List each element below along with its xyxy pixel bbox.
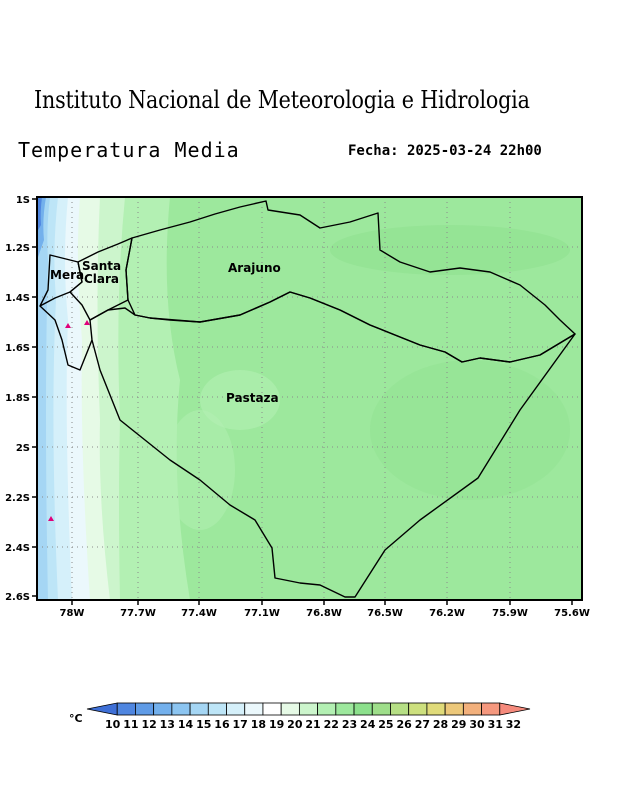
map-frame: [36, 196, 583, 601]
colorbar-swatch: [499, 702, 531, 716]
colorbar-label: 13: [160, 718, 175, 731]
colorbar-segments: [86, 702, 531, 716]
colorbar-label: 22: [324, 718, 339, 731]
colorbar-swatch: [226, 702, 246, 716]
variable-title: Temperatura Media: [18, 138, 240, 162]
colorbar-unit: °C: [69, 712, 83, 725]
colorbar-swatch: [262, 702, 282, 716]
colorbar-swatch: [335, 702, 355, 716]
lat-tick-label: 1.2S: [5, 243, 30, 254]
colorbar-label: 11: [123, 718, 138, 731]
station-markers: [48, 320, 90, 521]
lon-tick-label: 76.8W: [306, 608, 342, 619]
lat-tick-label: 2.4S: [5, 543, 30, 554]
colorbar-swatch: [244, 702, 264, 716]
colorbar-label: 18: [251, 718, 266, 731]
colorbar-swatch: [207, 702, 227, 716]
colorbar-swatch: [171, 702, 191, 716]
colorbar-label: 24: [360, 718, 376, 731]
colorbar-label: 12: [141, 718, 156, 731]
colorbar-label: 20: [287, 718, 303, 731]
lon-tick-label: 77.4W: [181, 608, 217, 619]
colorbar-swatch: [444, 702, 464, 716]
pastaza-boundary: [89, 291, 576, 598]
colorbar-label: 23: [342, 718, 357, 731]
colorbar-swatch: [426, 702, 446, 716]
institution-title: Instituto Nacional de Meteorologia e Hid…: [34, 86, 530, 114]
colorbar-swatch: [462, 702, 482, 716]
label-arajuno: Arajuno: [228, 261, 281, 275]
canton-boundaries: [39, 200, 576, 598]
lon-tick-label: 76.5W: [367, 608, 403, 619]
colorbar-swatch: [408, 702, 428, 716]
lon-tick-label: 77.1W: [244, 608, 280, 619]
lat-tick-label: 2.2S: [5, 493, 30, 504]
colorbar: °C 10 11 12 13 14 15 16 17 18 19 20 21 22 23 24 25 26 27 2…: [69, 702, 531, 731]
temperature-field: [37, 197, 582, 600]
label-mera: Mera: [50, 268, 84, 282]
lon-tick-label: 78W: [60, 608, 85, 619]
colorbar-label: 15: [196, 718, 211, 731]
lat-tick-label: 1.8S: [5, 393, 30, 404]
colorbar-label: 26: [396, 718, 412, 731]
colorbar-swatch: [481, 702, 501, 716]
colorbar-label: 21: [305, 718, 320, 731]
lat-tick-label: 2.6S: [5, 592, 30, 603]
colorbar-label: 30: [469, 718, 485, 731]
colorbar-swatch: [371, 702, 391, 716]
colorbar-swatch: [280, 702, 300, 716]
colorbar-label: 16: [214, 718, 230, 731]
tick-marks: [32, 198, 573, 605]
colorbar-swatch: [390, 702, 410, 716]
lon-tick-label: 75.9W: [492, 608, 528, 619]
colorbar-label: 19: [269, 718, 284, 731]
colorbar-label: 29: [451, 718, 466, 731]
label-santa: Santa: [82, 259, 121, 273]
temperature-map: Arajuno Pastaza Santa Clara Mera 78W 77.…: [5, 195, 590, 619]
label-clara: Clara: [84, 272, 119, 286]
lat-tick-label: 1.4S: [5, 293, 30, 304]
colorbar-label: 27: [415, 718, 430, 731]
colorbar-swatch: [153, 702, 173, 716]
label-pastaza: Pastaza: [226, 391, 279, 405]
colorbar-label: 28: [433, 718, 448, 731]
colorbar-label: 10: [105, 718, 121, 731]
colorbar-swatch: [189, 702, 209, 716]
colorbar-label: 14: [178, 718, 194, 731]
date-label: Fecha: 2025-03-24 22h00: [348, 143, 542, 159]
santa-clara-boundary: [69, 237, 133, 321]
lat-tick-label: 2S: [16, 443, 30, 454]
lon-tick-label: 75.6W: [554, 608, 590, 619]
colorbar-label: 25: [378, 718, 393, 731]
colorbar-swatch: [135, 702, 155, 716]
colorbar-label: 32: [506, 718, 521, 731]
lat-tick-label: 1S: [16, 195, 30, 206]
colorbar-swatch: [353, 702, 373, 716]
colorbar-label: 17: [233, 718, 248, 731]
colorbar-swatch: [86, 702, 118, 716]
colorbar-labels: 10 11 12 13 14 15 16 17 18 19 20 21 22 23 24 25 26 27 28 29…: [105, 718, 521, 731]
colorbar-label: 31: [488, 718, 503, 731]
lon-tick-label: 76.2W: [429, 608, 465, 619]
colorbar-swatch: [298, 702, 319, 716]
colorbar-swatch: [317, 702, 337, 716]
west-boundary: [39, 305, 93, 371]
lon-tick-label: 77.7W: [120, 608, 156, 619]
colorbar-swatch: [116, 702, 136, 716]
lat-tick-label: 1.6S: [5, 343, 30, 354]
